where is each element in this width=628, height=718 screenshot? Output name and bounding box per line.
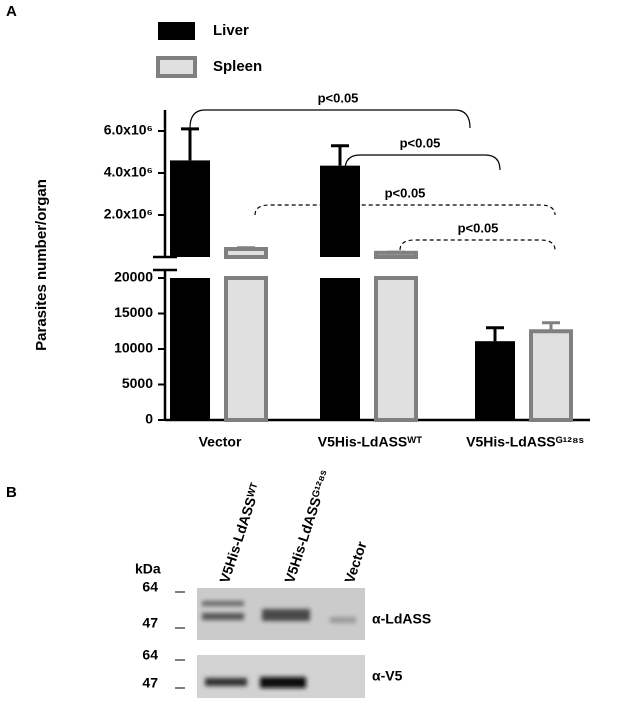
- bar-upper: [224, 247, 268, 260]
- y-tick-label: 15000: [114, 304, 153, 320]
- legend-label: Spleen: [213, 58, 262, 75]
- bar: [475, 341, 515, 420]
- significance-label: p<0.05: [385, 185, 426, 200]
- y-tick-label: 5000: [122, 375, 153, 391]
- error-bar: [542, 321, 560, 332]
- y-tick-label: 0: [145, 411, 153, 427]
- band: [330, 617, 356, 623]
- y-tick-label: 6.0x10⁶: [104, 122, 153, 138]
- bar: [529, 329, 573, 422]
- lane-label: Vector: [341, 539, 370, 585]
- band: [205, 678, 247, 686]
- band: [262, 609, 310, 621]
- marker-label: 64: [142, 647, 158, 663]
- y-tick-label: 20000: [114, 269, 153, 285]
- bar: [224, 276, 268, 422]
- lane-label: V5His-LdASSᵂᵀ: [216, 481, 263, 585]
- x-tick-label: V5His-LdASSᵂᵀ: [318, 434, 422, 450]
- band: [202, 601, 244, 606]
- bar-upper: [320, 165, 360, 257]
- significance-bracket: [399, 239, 556, 251]
- bar: [320, 278, 360, 420]
- antibody-label: α-LdASS: [372, 611, 431, 627]
- x-tick-label: Vector: [199, 434, 242, 450]
- legend-swatch: [158, 22, 195, 40]
- x-tick-label: V5His-LdASSᴳ¹²⁸ˢ: [466, 434, 584, 450]
- bar: [374, 276, 418, 422]
- bar-upper: [170, 160, 210, 257]
- error-bar: [387, 250, 405, 254]
- panel-label: A: [6, 3, 17, 20]
- error-bar: [486, 326, 504, 342]
- blot-membrane: [197, 655, 365, 698]
- y-tick-label: 2.0x10⁶: [104, 206, 153, 222]
- significance-bracket: [189, 109, 471, 129]
- antibody-label: α-V5: [372, 668, 403, 684]
- band: [202, 613, 244, 620]
- marker-label: 47: [142, 615, 158, 631]
- bar: [170, 278, 210, 420]
- marker-label: 64: [142, 579, 158, 595]
- error-bar: [181, 127, 199, 161]
- significance-label: p<0.05: [318, 90, 359, 105]
- marker-label: 47: [142, 675, 158, 691]
- significance-bracket: [344, 154, 501, 171]
- error-bar: [331, 144, 349, 166]
- blot-unit: kDa: [135, 561, 161, 577]
- y-axis-label: Parasites number/organ: [33, 179, 50, 351]
- y-tick-label: 10000: [114, 340, 153, 356]
- legend-label: Liver: [213, 22, 249, 39]
- y-tick-label: 4.0x10⁶: [104, 164, 153, 180]
- significance-label: p<0.05: [458, 220, 499, 235]
- band: [260, 677, 306, 688]
- blot-bands: [202, 601, 356, 688]
- panel-label: B: [6, 484, 17, 501]
- significance-bracket: [254, 204, 556, 216]
- legend-swatch: [156, 56, 197, 78]
- significance-label: p<0.05: [400, 135, 441, 150]
- error-bar: [237, 246, 255, 250]
- lane-label: V5His-LdASSᴳ¹²⁸ˢ: [281, 468, 333, 585]
